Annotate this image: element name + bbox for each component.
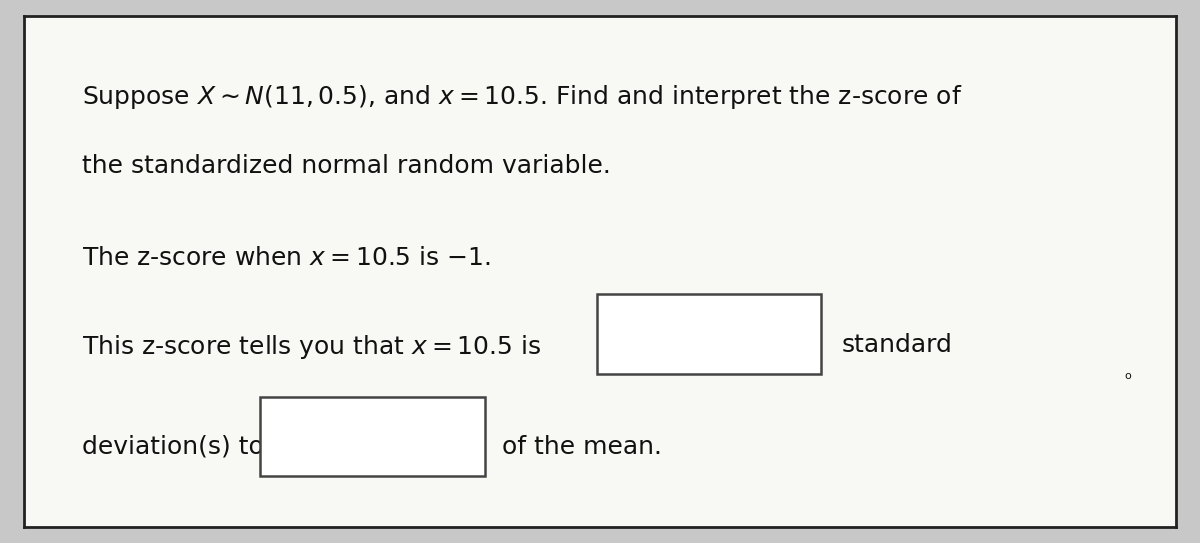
Text: standard: standard — [842, 333, 953, 357]
Text: the standardized normal random variable.: the standardized normal random variable. — [82, 154, 611, 178]
FancyBboxPatch shape — [260, 396, 485, 476]
Text: This z-score tells you that $x = 10.5$ is: This z-score tells you that $x = 10.5$ i… — [82, 333, 541, 361]
Text: of the mean.: of the mean. — [502, 435, 662, 459]
FancyBboxPatch shape — [596, 294, 821, 374]
Text: o: o — [1124, 371, 1130, 381]
Text: deviation(s) to the: deviation(s) to the — [82, 435, 312, 459]
Text: Suppose $X \sim N(11, 0.5)$, and $x = 10.5$. Find and interpret the z-score of: Suppose $X \sim N(11, 0.5)$, and $x = 10… — [82, 83, 962, 111]
Text: The z-score when $x = 10.5$ is $-1$.: The z-score when $x = 10.5$ is $-1$. — [82, 246, 491, 270]
